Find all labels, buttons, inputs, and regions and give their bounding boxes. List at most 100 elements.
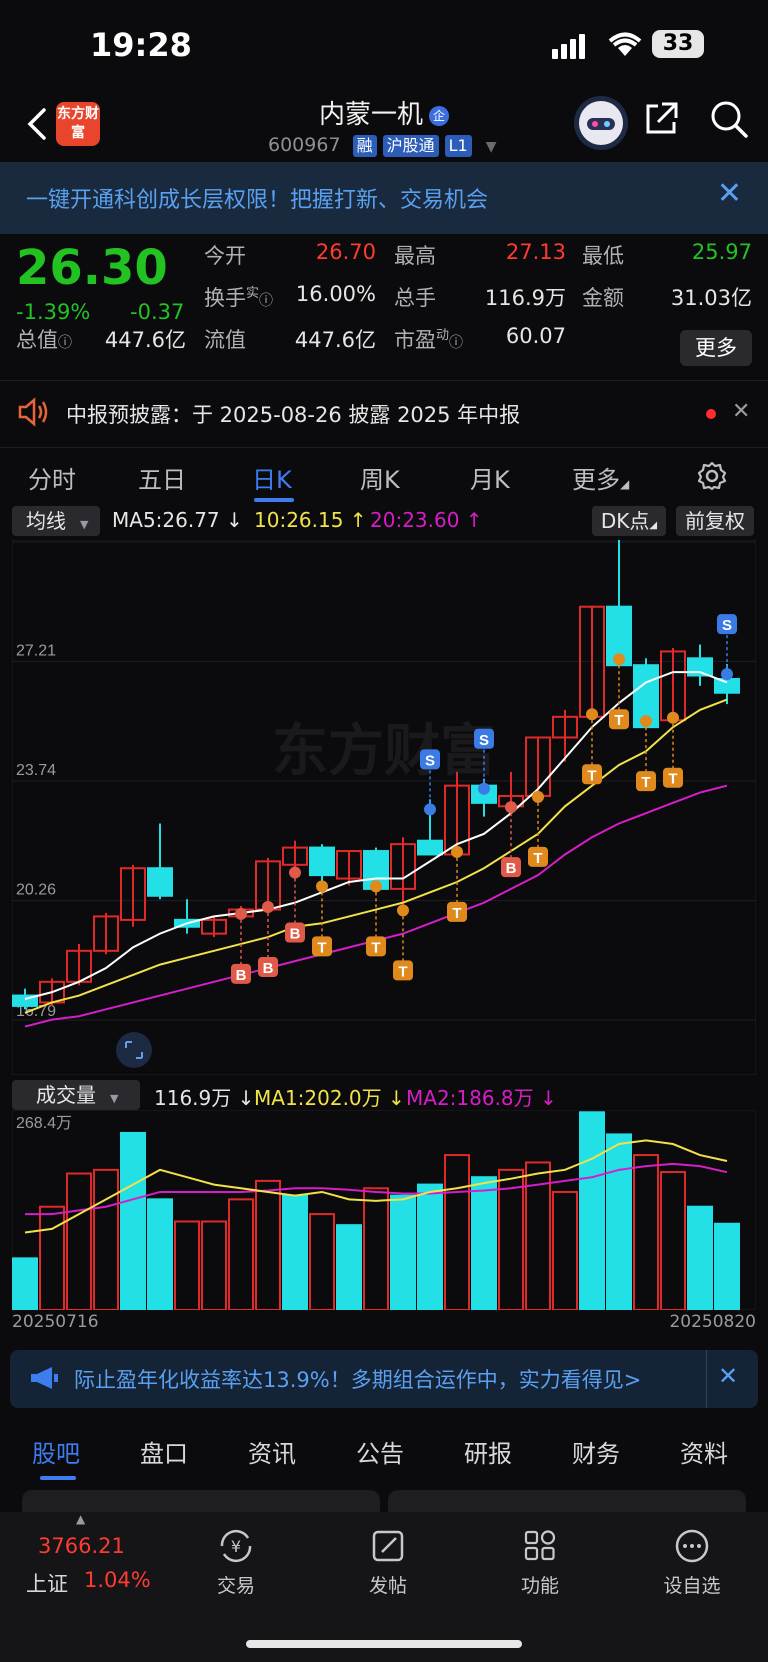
candle-body: [714, 677, 740, 694]
signal-badge-label: T: [614, 712, 623, 729]
nav-functions[interactable]: 功能: [490, 1526, 590, 1598]
search-icon[interactable]: [708, 98, 750, 144]
signal-dot: [235, 907, 247, 920]
close-icon[interactable]: ✕: [732, 399, 751, 424]
nav-trade[interactable]: ¥ 交易: [186, 1526, 286, 1598]
expand-icon: [125, 1041, 143, 1059]
ma-select[interactable]: 均线 ▼: [12, 506, 100, 536]
tag-connect: 沪股通: [382, 135, 439, 157]
tab-five-day[interactable]: 五日: [138, 466, 186, 494]
y-tick-label: 23.74: [16, 762, 56, 779]
tab-more[interactable]: 更多◢: [572, 466, 630, 494]
volume-bar: [66, 1172, 92, 1310]
signal-badge: [420, 749, 440, 770]
x-end-date: 20250820: [669, 1312, 756, 1332]
promo-banner-text: 一键开通科创成长层权限！把握打新、交易机会: [26, 188, 489, 213]
volume-bar: [174, 1220, 200, 1310]
close-icon[interactable]: ✕: [718, 1362, 739, 1390]
volume-bar: [552, 1190, 578, 1310]
candle-body: [336, 850, 362, 880]
tab-announcements[interactable]: 公告: [356, 1440, 404, 1468]
candle-body: [417, 839, 443, 856]
volume-select[interactable]: 成交量 ▼: [12, 1080, 140, 1110]
volume-bar: [525, 1161, 551, 1310]
assistant-avatar[interactable]: [574, 96, 628, 150]
vol-ma2-line: [25, 1162, 728, 1216]
tag-level: L1: [444, 135, 472, 157]
more-button[interactable]: 更多: [680, 330, 752, 366]
tab-finance[interactable]: 财务: [572, 1440, 620, 1468]
close-icon[interactable]: ✕: [716, 176, 742, 211]
signal-badge: [636, 771, 656, 792]
stock-title[interactable]: 内蒙一机企: [0, 94, 768, 131]
signal-dot: [532, 790, 544, 803]
unread-dot: [706, 409, 716, 419]
candle-body: [309, 846, 335, 877]
turnover-label[interactable]: 换手实ⓘ: [204, 286, 274, 310]
signal-dot: [505, 801, 517, 814]
signal-badge-label: B: [290, 926, 301, 943]
volume-bar: [282, 1194, 308, 1310]
tab-intraday[interactable]: 分时: [28, 466, 76, 494]
ad-banner[interactable]: 际止盈年化收益率达13.9%！多期组合运作中，实力看得见> ✕: [10, 1350, 758, 1408]
nav-trade-label: 交易: [216, 1575, 255, 1597]
forum-card[interactable]: [22, 1490, 380, 1514]
change-amount: -0.37: [130, 300, 185, 324]
volume-bar: [309, 1213, 335, 1310]
stock-code-row[interactable]: 600967 融沪股通 L1 ▼: [268, 134, 497, 157]
share-icon[interactable]: [642, 100, 680, 142]
candle-body: [93, 915, 119, 952]
report-notice[interactable]: 中报预披露：于 2025-08-26 披露 2025 年中报 ✕: [0, 380, 768, 448]
tab-orderbook[interactable]: 盘口: [140, 1440, 188, 1468]
clock: 19:28: [90, 26, 192, 64]
high-value: 27.13: [505, 240, 566, 264]
volume-bar: [12, 1257, 38, 1310]
signal-badge-label: T: [533, 850, 542, 867]
index-name[interactable]: 上证: [26, 1572, 68, 1596]
signal-badge: [366, 936, 386, 957]
forum-card[interactable]: [388, 1490, 746, 1514]
volume-label: 总手: [394, 286, 436, 310]
tab-monthly-k[interactable]: 月K: [470, 466, 510, 494]
volume-bar: [147, 1198, 173, 1310]
signal-badge: [501, 857, 521, 878]
tab-news[interactable]: 资讯: [248, 1440, 296, 1468]
tab-forum[interactable]: 股吧: [32, 1440, 80, 1468]
index-value[interactable]: 3766.21: [38, 1534, 125, 1558]
ma-indicator-bar: 均线 ▼ MA5:26.77 ↓ 10:26.15 ↑ 20:23.60 ↑ DK…: [0, 504, 768, 540]
gear-icon[interactable]: [696, 460, 728, 496]
nav-functions-label: 功能: [520, 1575, 559, 1597]
volume-bar: [660, 1171, 686, 1310]
dk-point-button[interactable]: DK点◢: [592, 506, 666, 536]
signal-badge-label: T: [317, 939, 326, 956]
volume-bar: [363, 1187, 389, 1310]
promo-banner[interactable]: 一键开通科创成长层权限！把握打新、交易机会 ✕: [0, 162, 768, 234]
adjust-button[interactable]: 前复权: [676, 506, 754, 536]
volume-chart[interactable]: 268.4万: [12, 1110, 756, 1310]
nav-watchlist[interactable]: 设自选: [642, 1526, 742, 1598]
x-start-date: 20250716: [12, 1312, 99, 1332]
active-tab-indicator: [40, 1476, 76, 1480]
tab-profile[interactable]: 资料: [680, 1440, 728, 1468]
candle-body: [390, 843, 416, 890]
ma10-value: 10:26.15 ↑: [254, 508, 367, 532]
signal-badge: [258, 956, 278, 977]
nav-post[interactable]: 发帖: [338, 1526, 438, 1598]
quote-panel: 26.30 -1.39% -0.37 今开 26.70 最高 27.13 最低 …: [0, 234, 768, 380]
megaphone-icon: [28, 1364, 60, 1396]
volume-bar: [687, 1205, 713, 1310]
candlestick-chart[interactable]: 30.6827.2123.7420.2616.79东方财富BBBTTTSTSBT…: [12, 540, 756, 1075]
signal-dot: [667, 711, 679, 724]
back-button[interactable]: [22, 104, 62, 144]
volume-indicator-bar: 成交量 ▼ 116.9万 ↓ MA1:202.0万 ↓ MA2:186.8万 ↓: [0, 1078, 768, 1114]
open-label: 今开: [204, 244, 246, 268]
tab-research[interactable]: 研报: [464, 1440, 512, 1468]
vol-ma2-value: MA2:186.8万 ↓: [406, 1086, 557, 1110]
home-indicator: [246, 1640, 522, 1648]
chevron-left-icon: [27, 108, 46, 140]
tab-weekly-k[interactable]: 周K: [360, 466, 400, 494]
mcap-label[interactable]: 总值ⓘ: [16, 328, 72, 352]
pe-label[interactable]: 市盈动ⓘ: [394, 328, 464, 352]
low-label: 最低: [582, 244, 624, 268]
tab-daily-k[interactable]: 日K: [252, 466, 292, 494]
